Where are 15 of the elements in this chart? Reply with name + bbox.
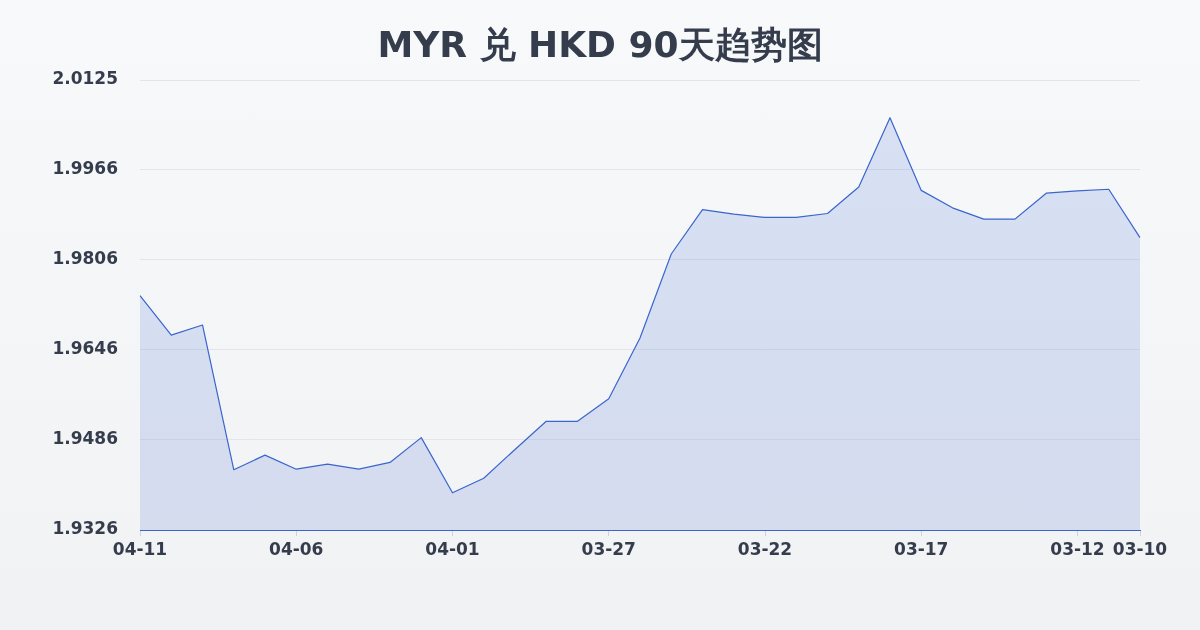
y-tick-label: 2.0125 bbox=[52, 68, 118, 89]
y-tick-label: 1.9646 bbox=[52, 338, 118, 359]
x-tick-label: 03-10 bbox=[1112, 538, 1168, 559]
y-tick-label: 1.9326 bbox=[52, 518, 118, 539]
x-tick-label: 03-12 bbox=[1050, 538, 1105, 559]
y-tick-label: 1.9966 bbox=[52, 157, 118, 178]
x-tick-label: 04-11 bbox=[112, 538, 168, 559]
y-tick-label: 1.9486 bbox=[52, 428, 118, 449]
x-tick-label: 03-17 bbox=[894, 538, 949, 559]
x-tick-label: 04-01 bbox=[425, 538, 480, 559]
chart-title: MYR 兑 HKD 90天趋势图 bbox=[377, 24, 823, 65]
x-tick-label: 03-22 bbox=[737, 538, 793, 559]
x-tick-label: 03-27 bbox=[581, 538, 636, 559]
y-tick-label: 1.9806 bbox=[52, 248, 118, 269]
x-tick-label: 04-06 bbox=[269, 538, 324, 559]
